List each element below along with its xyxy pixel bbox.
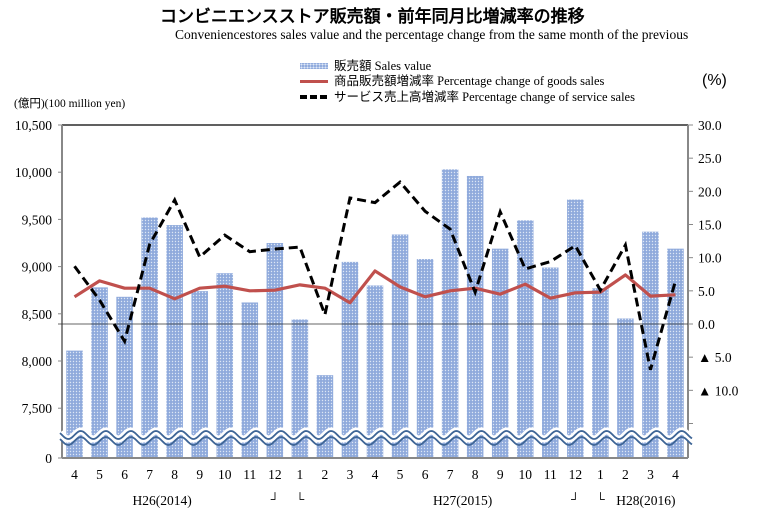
right-tick-label: ▲ 10.0 xyxy=(698,383,739,398)
year-group-label: H28(2016) xyxy=(616,493,675,508)
x-tick-label: 5 xyxy=(96,467,103,482)
x-tick-label: 9 xyxy=(196,467,203,482)
right-tick-label: 25.0 xyxy=(698,151,722,166)
bar xyxy=(642,231,659,458)
chart-subtitle: Conveniencestores sales value and the pe… xyxy=(175,27,689,42)
bar xyxy=(241,302,259,458)
right-tick-label: 5.0 xyxy=(698,284,715,299)
left-tick-label: 9,000 xyxy=(22,260,53,275)
legend-swatch-bar xyxy=(300,62,328,69)
left-tick-label: 8,000 xyxy=(22,354,53,369)
legend-item-sales: 販売額 Sales value xyxy=(300,58,635,74)
x-tick-label: 11 xyxy=(544,467,557,482)
x-tick-label: 8 xyxy=(472,467,479,482)
axis-break-wave xyxy=(59,430,693,440)
bar xyxy=(141,217,158,458)
left-tick-label: 0 xyxy=(45,451,52,466)
bar xyxy=(567,199,584,459)
bar xyxy=(291,319,309,458)
bar xyxy=(667,248,684,458)
right-tick-label: ▲ 5.0 xyxy=(698,350,732,365)
bar xyxy=(617,318,634,458)
right-tick-label: 15.0 xyxy=(698,218,722,233)
x-tick-label: 8 xyxy=(171,467,178,482)
left-axis-unit: (億円)(100 million yen) xyxy=(14,98,126,110)
bar xyxy=(216,273,234,458)
x-tick-label: 6 xyxy=(422,467,429,482)
legend: 販売額 Sales value 商品販売額増減率 Percentage chan… xyxy=(300,58,635,105)
x-tick-label: 2 xyxy=(622,467,629,482)
right-tick-label: 0.0 xyxy=(698,317,715,332)
bar xyxy=(266,243,284,458)
axis-break-wave xyxy=(59,436,693,446)
legend-swatch-red-line xyxy=(300,79,328,83)
bar xyxy=(592,288,609,458)
chart-title: コンビニエンスストア販売額・前年同月比増減率の推移 xyxy=(160,7,585,27)
x-tick-label: 5 xyxy=(397,467,404,482)
x-tick-label: 2 xyxy=(322,467,329,482)
legend-label: サービス売上高増減率 Percentage change of service … xyxy=(334,89,635,104)
x-tick-label: 4 xyxy=(672,467,679,482)
year-break-mark: ┘ xyxy=(271,492,280,506)
bar xyxy=(91,287,108,458)
left-tick-label: 8,500 xyxy=(22,307,53,322)
x-tick-label: 10 xyxy=(218,467,232,482)
goods-sales-line xyxy=(73,269,676,305)
bar xyxy=(516,220,534,458)
legend-swatch-dashed-line xyxy=(300,94,328,99)
right-tick-label: 20.0 xyxy=(698,184,722,199)
x-tick-label: 9 xyxy=(497,467,504,482)
legend-label: 商品販売額増減率 Percentage change of goods sale… xyxy=(334,74,605,89)
x-tick-label: 4 xyxy=(372,467,379,482)
right-axis-unit: (%) xyxy=(702,72,727,89)
x-tick-label: 4 xyxy=(71,467,78,482)
year-break-mark: └ xyxy=(596,492,605,506)
left-tick-label: 9,500 xyxy=(22,212,53,227)
year-break-mark: ┘ xyxy=(571,492,580,506)
bar xyxy=(441,169,459,459)
service-sales-line xyxy=(73,179,677,371)
bar xyxy=(491,248,509,458)
legend-item-service: サービス売上高増減率 Percentage change of service … xyxy=(300,89,635,105)
x-tick-label: 6 xyxy=(121,467,128,482)
bar xyxy=(416,259,434,458)
x-tick-label: 3 xyxy=(347,467,354,482)
left-tick-label: 10,000 xyxy=(15,165,52,180)
bar xyxy=(466,175,484,458)
bar xyxy=(366,285,384,458)
year-group-label: H27(2015) xyxy=(433,493,492,508)
x-tick-label: 12 xyxy=(268,467,282,482)
bar xyxy=(391,234,409,458)
bar xyxy=(341,261,359,458)
x-tick-label: 1 xyxy=(297,467,304,482)
bar xyxy=(191,291,208,458)
x-tick-label: 12 xyxy=(569,467,583,482)
bar xyxy=(166,225,183,458)
x-tick-label: 7 xyxy=(146,467,153,482)
left-tick-label: 10,500 xyxy=(15,118,52,133)
x-tick-label: 7 xyxy=(447,467,454,482)
legend-item-goods: 商品販売額増減率 Percentage change of goods sale… xyxy=(300,74,635,90)
right-tick-label: 10.0 xyxy=(698,251,722,266)
bar xyxy=(542,267,559,458)
x-tick-label: 11 xyxy=(243,467,256,482)
legend-label: 販売額 Sales value xyxy=(334,58,432,73)
x-tick-label: 10 xyxy=(518,467,532,482)
x-tick-label: 3 xyxy=(647,467,654,482)
year-group-label: H26(2014) xyxy=(133,493,192,508)
x-tick-label: 1 xyxy=(597,467,604,482)
left-tick-label: 7,500 xyxy=(22,401,53,416)
right-tick-label: 30.0 xyxy=(698,118,722,133)
year-break-mark: └ xyxy=(296,492,305,506)
